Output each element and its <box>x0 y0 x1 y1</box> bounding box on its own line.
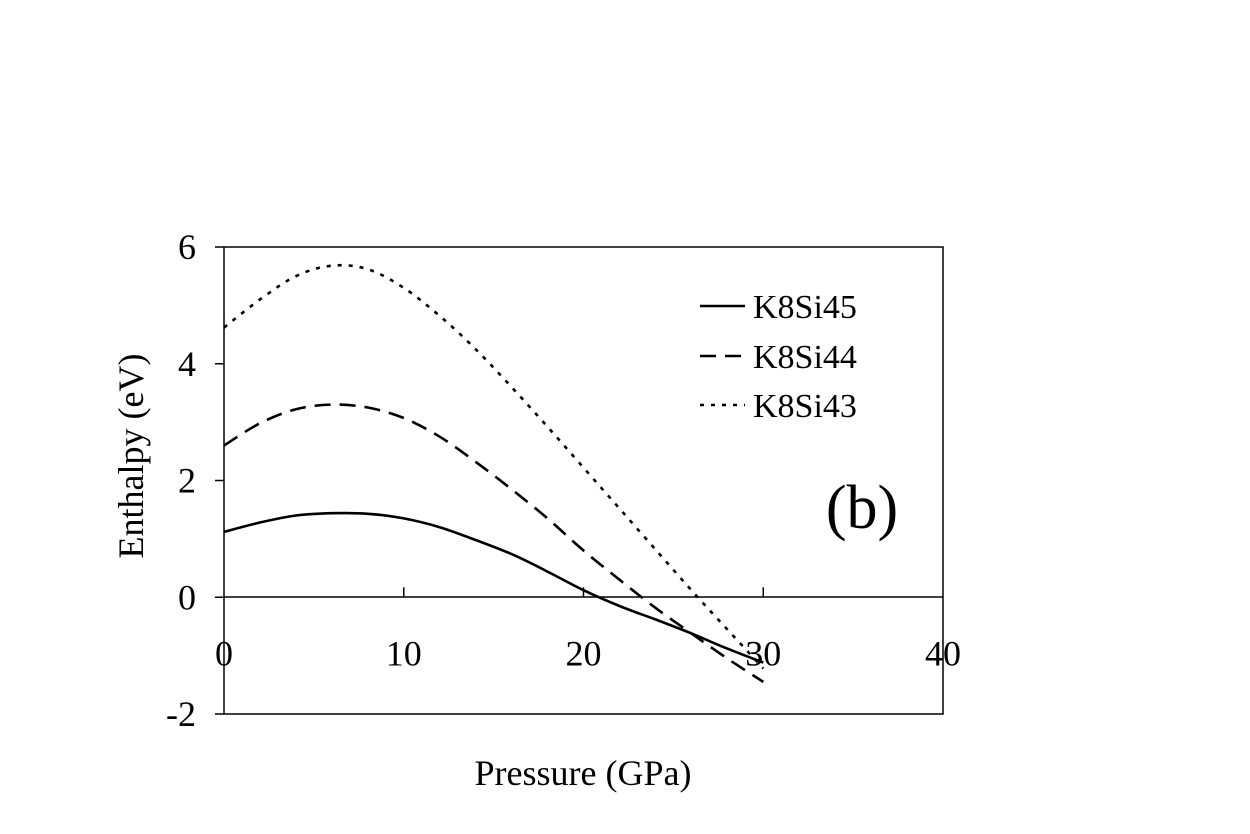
x-axis-title: Pressure (GPa) <box>475 753 692 793</box>
y-tick-label: 6 <box>178 227 196 267</box>
panel-label: (b) <box>826 474 898 542</box>
series-line-k8si43 <box>223 263 765 670</box>
legend-label-k8si43: K8Si43 <box>753 388 857 425</box>
y-tick-label: 0 <box>178 577 196 617</box>
y-tick-label: 2 <box>178 461 196 501</box>
x-tick-label: 10 <box>386 633 422 673</box>
legend-label-k8si45: K8Si45 <box>753 289 857 326</box>
x-tick-label: 0 <box>215 633 233 673</box>
x-tick-label: 30 <box>745 633 781 673</box>
legend-label-k8si44: K8Si44 <box>753 339 857 376</box>
y-axis-title: Enthalpy (eV) <box>111 354 151 559</box>
x-tick-label: 20 <box>566 633 602 673</box>
x-tick-label: 40 <box>925 633 961 673</box>
axis-ticks <box>215 246 764 715</box>
series-line-k8si44 <box>223 403 765 683</box>
series-line-k8si45 <box>223 511 764 664</box>
y-tick-label: 4 <box>178 344 196 384</box>
tick-labels: 0 10 20 30 40 -2 0 2 4 6 <box>166 227 961 734</box>
series-lines <box>223 263 765 683</box>
y-tick-label: -2 <box>166 694 196 734</box>
legend: K8Si45 K8Si44 K8Si43 <box>700 289 857 425</box>
